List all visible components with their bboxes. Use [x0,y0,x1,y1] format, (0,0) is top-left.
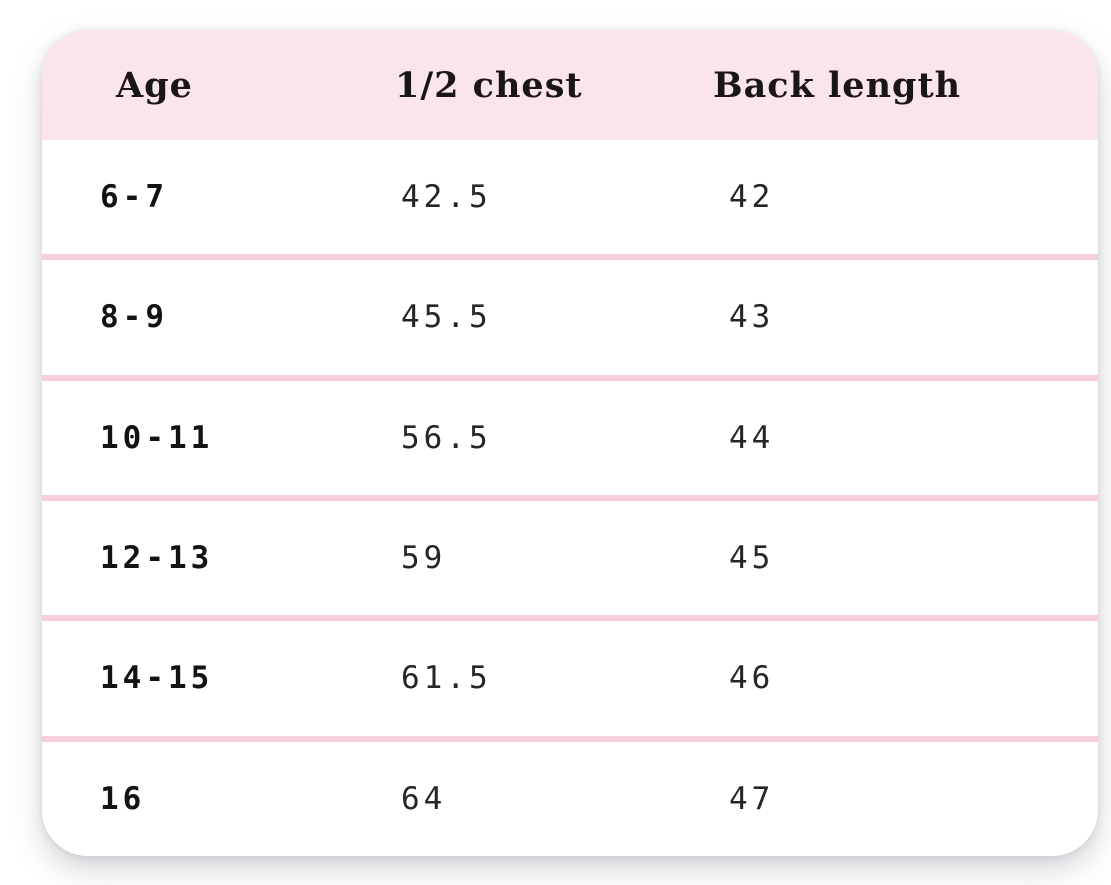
half-chest-cell: 61.5 [401,660,492,697]
back-length-cell: 42 [729,179,775,216]
age-cell: 12-13 [100,540,214,577]
size-chart-body: 6-7 42.5 42 8-9 45.5 43 10-11 56.5 44 12… [42,140,1098,856]
column-header-half-chest: 1/2 chest [395,64,583,106]
half-chest-cell: 56.5 [401,419,492,456]
size-chart-card: Age 1/2 chest Back length 6-7 42.5 42 8-… [42,30,1098,856]
back-length-cell: 45 [729,540,775,577]
table-row: 12-13 59 45 [42,494,1098,616]
back-length-cell: 47 [729,780,775,817]
back-length-cell: 43 [729,299,775,336]
age-cell: 14-15 [100,660,214,697]
column-header-back-length: Back length [713,64,962,106]
age-cell: 10-11 [100,419,214,456]
table-row: 8-9 45.5 43 [42,254,1098,375]
age-cell: 6-7 [100,179,168,216]
size-chart-header: Age 1/2 chest Back length [42,30,1098,140]
table-row: 16 64 47 [42,735,1098,856]
table-row: 6-7 42.5 42 [42,140,1098,255]
half-chest-cell: 59 [401,540,447,577]
age-cell: 16 [100,780,146,817]
half-chest-cell: 64 [401,780,447,817]
age-cell: 8-9 [100,299,168,336]
back-length-cell: 44 [729,419,775,456]
back-length-cell: 46 [729,660,775,697]
table-row: 14-15 61.5 46 [42,615,1098,736]
half-chest-cell: 42.5 [401,179,492,216]
half-chest-cell: 45.5 [401,299,492,336]
table-row: 10-11 56.5 44 [42,374,1098,495]
column-header-age: Age [116,64,193,106]
